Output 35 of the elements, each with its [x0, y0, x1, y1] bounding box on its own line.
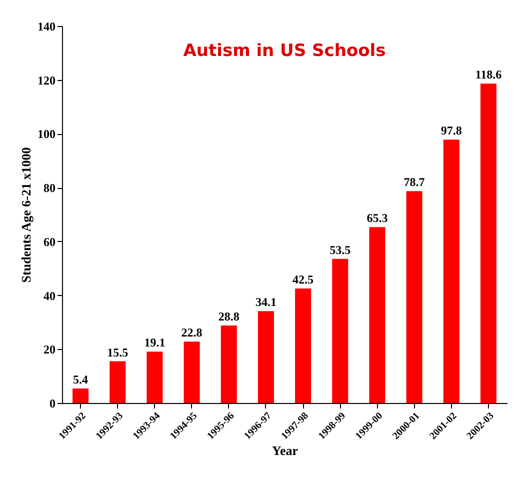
y-tick-label: 20 [44, 342, 56, 357]
data-label: 28.8 [218, 309, 240, 324]
data-label: 78.7 [404, 175, 425, 190]
bar [295, 288, 312, 403]
y-tick-label: 120 [38, 73, 56, 88]
bar [369, 227, 386, 403]
data-label: 34.1 [255, 295, 276, 310]
x-axis-title: Year [272, 443, 298, 458]
bar [258, 311, 274, 403]
bar [184, 342, 200, 403]
data-label: 53.5 [330, 242, 351, 257]
data-label: 5.4 [73, 372, 88, 386]
y-axis-title: Students Age 6-21 x1000 [18, 147, 34, 283]
text: Autism in US Schools [183, 41, 386, 61]
y-tick-label: 60 [44, 234, 56, 249]
y-tick-label: 40 [44, 288, 56, 303]
bar [332, 258, 348, 403]
y-tick-label: 100 [38, 127, 56, 142]
y-tick-label: 80 [44, 181, 56, 196]
bar [443, 140, 460, 403]
data-label: 118.6 [475, 68, 502, 82]
bar [110, 361, 126, 403]
bar [220, 325, 237, 403]
bar [146, 352, 163, 403]
data-label: 42.5 [292, 272, 314, 287]
bar [406, 191, 422, 403]
bar [72, 388, 89, 403]
data-label: 22.8 [181, 326, 202, 340]
data-label: 65.3 [366, 211, 388, 226]
bar [480, 84, 496, 403]
data-label: 15.5 [107, 345, 128, 360]
data-label: 97.8 [440, 124, 462, 138]
data-label: 19.1 [144, 336, 166, 350]
y-tick-label: 0 [50, 396, 56, 410]
y-tick-label: 140 [38, 20, 56, 34]
